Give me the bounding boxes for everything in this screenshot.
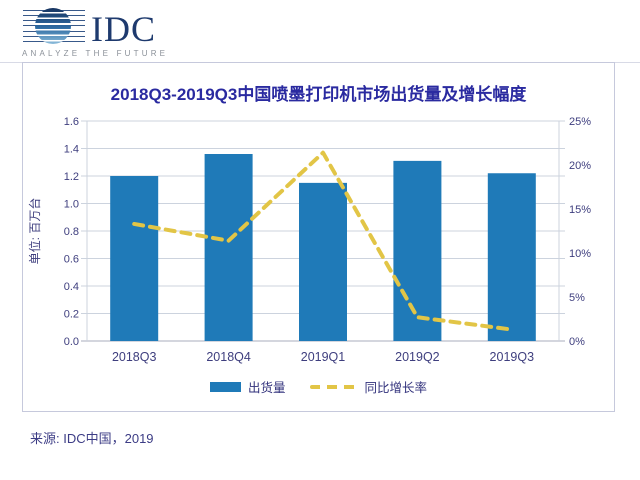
svg-text:0.4: 0.4 (64, 281, 79, 293)
svg-text:10%: 10% (569, 248, 591, 260)
logo-wordmark: IDC (91, 9, 156, 49)
svg-text:0.0: 0.0 (64, 336, 79, 348)
bar-series-swatch (209, 381, 241, 392)
bar-2019Q3 (487, 173, 536, 341)
svg-text:单位: 百万台: 单位: 百万台 (27, 198, 42, 265)
svg-text:20%: 20% (569, 160, 591, 172)
idc-logo: IDC ANALYZE THE FUTURE (22, 6, 192, 58)
chart-legend: 出货量 同比增长率 (23, 377, 614, 396)
svg-text:1.6: 1.6 (64, 116, 79, 128)
svg-text:1.4: 1.4 (64, 144, 79, 156)
logo-tagline: ANALYZE THE FUTURE (22, 49, 169, 58)
growth-rate-line (132, 150, 514, 332)
bar-2018Q4 (204, 154, 253, 341)
svg-text:2018Q3: 2018Q3 (112, 350, 157, 364)
legend-label-shipments: 出货量 (247, 381, 286, 395)
svg-text:1.0: 1.0 (64, 199, 79, 211)
bar-2019Q2 (393, 160, 442, 341)
legend-item-growth: 同比增长率 (309, 377, 428, 396)
svg-text:0%: 0% (569, 336, 585, 348)
chart-title: 2018Q3-2019Q3中国喷墨打印机市场出货量及增长幅度 (110, 85, 527, 104)
svg-text:0.8: 0.8 (64, 226, 79, 238)
svg-text:2019Q1: 2019Q1 (301, 350, 346, 364)
legend-label-growth: 同比增长率 (364, 381, 428, 395)
svg-text:2019Q2: 2019Q2 (395, 350, 440, 364)
legend-item-shipments: 出货量 (209, 377, 286, 396)
svg-text:15%: 15% (569, 204, 591, 216)
bar-2018Q3 (110, 176, 159, 341)
svg-text:0.6: 0.6 (64, 254, 79, 266)
source-note: 来源: IDC中国，2019 (30, 431, 154, 446)
svg-text:5%: 5% (569, 292, 585, 304)
bar-2019Q1 (299, 182, 347, 341)
chart-panel: 2018Q3-2019Q3中国喷墨打印机市场出货量及增长幅度 1.6 1.4 1.2… (22, 62, 615, 412)
svg-text:0.2: 0.2 (64, 309, 79, 321)
chart-canvas: 1.6 1.4 1.2 1.0 0.8 0.6 0.4 0.2 0.0 25% 20% 15% 10% 5… (27, 116, 591, 364)
line-series-swatch (309, 384, 358, 389)
svg-text:1.2: 1.2 (64, 171, 79, 183)
svg-text:2019Q3: 2019Q3 (490, 350, 535, 364)
svg-text:25%: 25% (569, 116, 591, 128)
svg-text:2018Q4: 2018Q4 (206, 350, 251, 364)
idc-globe-icon (22, 6, 86, 46)
